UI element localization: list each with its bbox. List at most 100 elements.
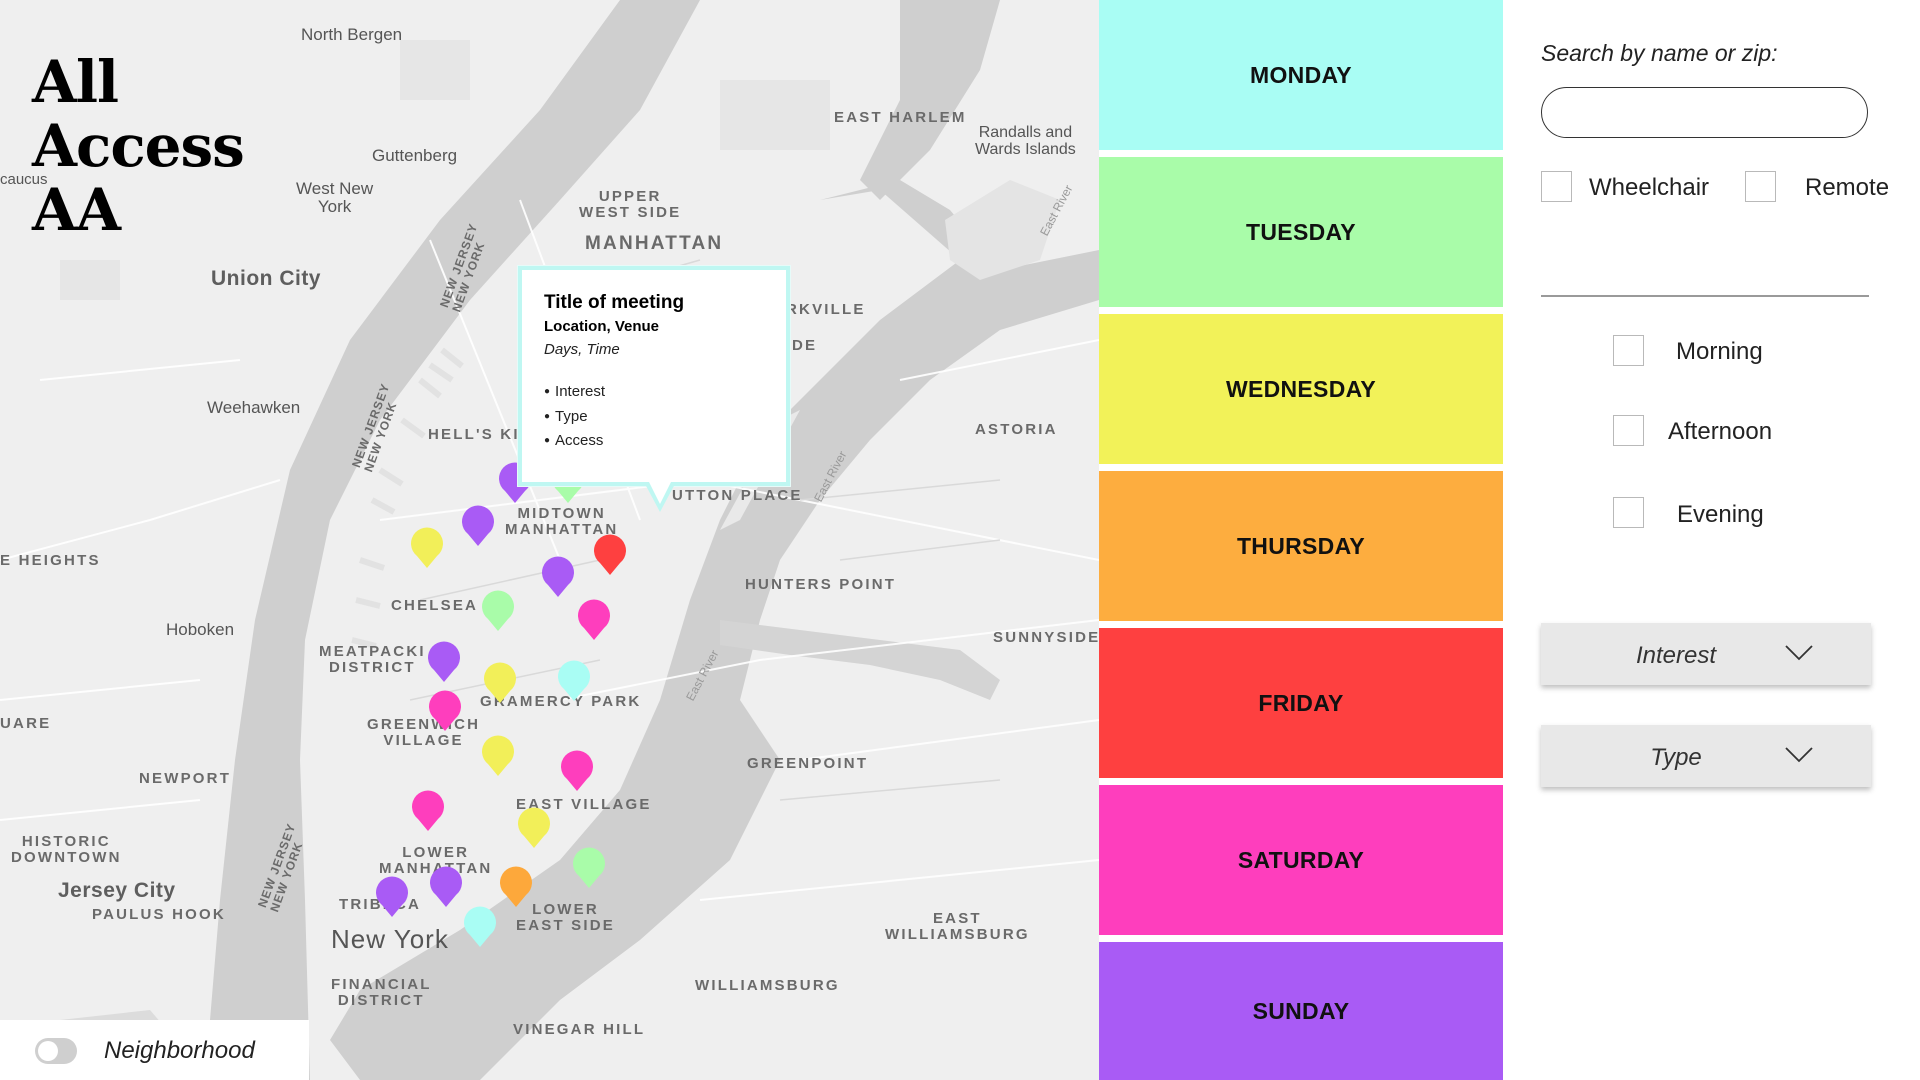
wheelchair-label: Wheelchair	[1589, 174, 1710, 201]
map-label-caucus: caucus	[0, 171, 48, 188]
evening-checkbox[interactable]	[1613, 497, 1644, 528]
map-label-hunters-point: HUNTERS POINT	[745, 576, 897, 593]
tooltip-days-time: Days, Time	[544, 341, 620, 358]
map-label-e-heights: E HEIGHTS	[0, 552, 101, 569]
remote-checkbox[interactable]	[1745, 171, 1776, 202]
logo-line: All	[32, 48, 119, 116]
map-label-north-bergen: North Bergen	[301, 25, 403, 44]
map-label-yorkville: RKVILLE	[786, 301, 866, 318]
map-label-sutton-place: UTTON PLACE	[672, 487, 803, 504]
day-friday[interactable]: FRIDAY	[1099, 628, 1503, 778]
map-pin-green[interactable]	[571, 847, 607, 889]
meeting-tooltip: Title of meeting Location, Venue Days, T…	[518, 266, 790, 512]
tooltip-detail-item: Access	[544, 432, 605, 457]
map-label-gramercy: GRAMERCY PARK	[480, 693, 642, 710]
map-pin-purple[interactable]	[540, 556, 576, 598]
map-pin-red[interactable]	[592, 534, 628, 576]
day-monday[interactable]: MONDAY	[1099, 0, 1503, 150]
map[interactable]: North Bergen EAST HARLEM Randalls and War…	[0, 0, 1099, 1080]
neighborhood-toggle-panel: Neighborhood	[0, 1020, 309, 1080]
day-sunday[interactable]: SUNDAY	[1099, 942, 1503, 1080]
map-pin-yellow[interactable]	[482, 662, 518, 704]
chevron-down-icon	[1785, 645, 1813, 661]
map-label-union-city: Union City	[211, 267, 321, 290]
tooltip-title: Title of meeting	[544, 292, 685, 313]
map-label-midtown: MIDTOWN MANHATTAN	[505, 505, 619, 538]
map-pin-purple[interactable]	[428, 866, 464, 908]
interest-dropdown-label: Interest	[1635, 642, 1717, 669]
day-thursday[interactable]: THURSDAY	[1099, 471, 1503, 621]
day-saturday[interactable]: SATURDAY	[1099, 785, 1503, 935]
map-pin-yellow[interactable]	[480, 735, 516, 777]
neighborhood-label: Neighborhood	[104, 1037, 255, 1064]
search-input[interactable]	[1541, 87, 1868, 138]
map-label-new-york: New York	[331, 924, 449, 954]
map-label-paulus-hook: PAULUS HOOK	[92, 906, 226, 923]
map-label-historic-downtown: HISTORIC DOWNTOWN	[11, 833, 122, 866]
morning-checkbox[interactable]	[1613, 335, 1644, 366]
tooltip-details: Interest Type Access	[544, 383, 605, 457]
map-pin-cyan[interactable]	[462, 906, 498, 948]
map-pin-yellow[interactable]	[409, 527, 445, 569]
day-label: SATURDAY	[1237, 846, 1365, 873]
map-label-jersey-city: Jersey City	[58, 879, 176, 902]
day-tuesday[interactable]: TUESDAY	[1099, 157, 1503, 307]
map-label-east-williamsburg: EAST WILLIAMSBURG	[885, 910, 1030, 943]
map-pin-pink[interactable]	[576, 599, 612, 641]
day-list: MONDAY TUESDAY WEDNESDAY THURSDAY FRIDAY…	[1099, 0, 1503, 1080]
map-pin-pink[interactable]	[427, 690, 463, 732]
map-label-les: LOWER EAST SIDE	[516, 901, 615, 934]
wheelchair-checkbox[interactable]	[1541, 171, 1572, 202]
map-label-upper-west-side: UPPER WEST SIDE	[579, 188, 682, 221]
day-label: TUESDAY	[1246, 218, 1356, 245]
logo-line: Access	[32, 112, 245, 180]
map-pin-yellow[interactable]	[516, 807, 552, 849]
day-wednesday[interactable]: WEDNESDAY	[1099, 314, 1503, 464]
map-label-east-village: EAST VILLAGE	[516, 796, 652, 813]
map-pin-purple[interactable]	[374, 876, 410, 918]
tooltip-detail-item: Type	[544, 408, 605, 433]
map-pin-cyan[interactable]	[556, 660, 592, 702]
day-label: THURSDAY	[1236, 532, 1366, 559]
map-label-randalls: Randalls and Wards Islands	[975, 124, 1076, 158]
tooltip-detail-item: Interest	[544, 383, 605, 408]
evening-label: Evening	[1677, 501, 1764, 528]
logo-line: AA	[32, 176, 121, 244]
map-label-hells-kitchen: HELL'S KI	[428, 426, 520, 443]
map-pin-pink[interactable]	[410, 790, 446, 832]
map-label-weehawken: Weehawken	[207, 398, 301, 417]
afternoon-label: Afternoon	[1668, 418, 1773, 445]
day-label: SUNDAY	[1252, 997, 1350, 1024]
map-label-hoboken: Hoboken	[166, 620, 235, 639]
filter-panel: Search by name or zip: Wheelchair Remote…	[1503, 0, 1920, 1080]
type-dropdown[interactable]: Type	[1541, 725, 1871, 787]
map-label-greenpoint: GREENPOINT	[747, 755, 869, 772]
map-pin-green[interactable]	[480, 590, 516, 632]
map-label-sunnyside: SUNNYSIDE	[993, 629, 1099, 646]
map-label-guttenberg: Guttenberg	[372, 146, 458, 165]
search-label: Search by name or zip:	[1541, 40, 1778, 66]
afternoon-checkbox[interactable]	[1613, 415, 1644, 446]
map-pin-purple[interactable]	[426, 641, 462, 683]
interest-dropdown[interactable]: Interest	[1541, 623, 1871, 685]
morning-label: Morning	[1676, 338, 1763, 365]
app-logo: All Access AA	[32, 48, 245, 244]
map-label-greenwich: GREENWICH VILLAGE	[367, 716, 481, 749]
type-dropdown-label: Type	[1650, 744, 1702, 771]
neighborhood-toggle[interactable]	[35, 1038, 77, 1064]
map-pin-orange[interactable]	[498, 866, 534, 908]
map-label-lower-manhattan: LOWER MANHATTAN	[379, 844, 493, 877]
map-label-chelsea: CHELSEA	[391, 597, 479, 614]
map-label-astoria: ASTORIA	[975, 421, 1058, 438]
map-label-east-harlem: EAST HARLEM	[834, 109, 967, 126]
map-label-yorkville2: DE	[792, 337, 818, 354]
day-label: FRIDAY	[1258, 689, 1344, 716]
tooltip-location: Location, Venue	[544, 318, 660, 335]
day-label: WEDNESDAY	[1225, 375, 1377, 402]
day-label: MONDAY	[1250, 61, 1352, 88]
map-label-financial: FINANCIAL DISTRICT	[331, 976, 432, 1009]
map-pin-pink[interactable]	[559, 750, 595, 792]
map-label-williamsburg: WILLIAMSBURG	[695, 977, 840, 994]
map-pin-purple[interactable]	[460, 505, 496, 547]
map-label-meatpacking: MEATPACKI DISTRICT	[319, 643, 426, 676]
